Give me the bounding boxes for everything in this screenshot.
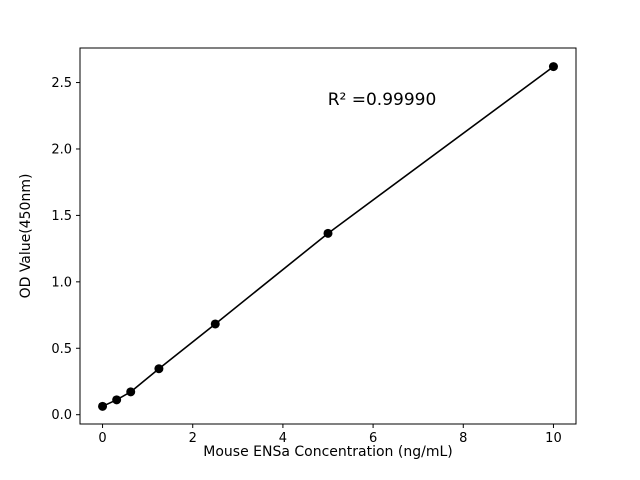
r-squared-annotation: R² =0.99990	[327, 90, 437, 110]
y-tick-label: 0.0	[51, 408, 72, 423]
data-point-marker	[98, 401, 108, 411]
data-point-marker	[126, 387, 136, 397]
x-tick-label: 10	[545, 431, 562, 446]
x-tick-label: 4	[279, 431, 287, 446]
x-tick-label: 0	[98, 431, 106, 446]
data-point-marker	[154, 364, 164, 374]
data-point-marker	[548, 62, 558, 72]
y-tick-label: 2.0	[51, 142, 72, 157]
x-tick-label: 2	[189, 431, 197, 446]
x-tick-label: 8	[459, 431, 467, 446]
y-tick-label: 1.5	[51, 209, 72, 224]
y-axis-label: OD Value(450nm)	[18, 173, 34, 299]
x-tick-label: 6	[369, 431, 377, 446]
y-tick-label: 1.0	[51, 275, 72, 290]
data-point-marker	[210, 319, 220, 329]
plot-frame	[79, 47, 577, 425]
x-axis-label: Mouse ENSa Concentration (ng/mL)	[203, 444, 453, 460]
data-point-marker	[323, 228, 333, 238]
y-tick-label: 0.5	[51, 342, 72, 357]
data-point-marker	[112, 395, 122, 405]
y-tick-label: 2.5	[51, 76, 72, 91]
